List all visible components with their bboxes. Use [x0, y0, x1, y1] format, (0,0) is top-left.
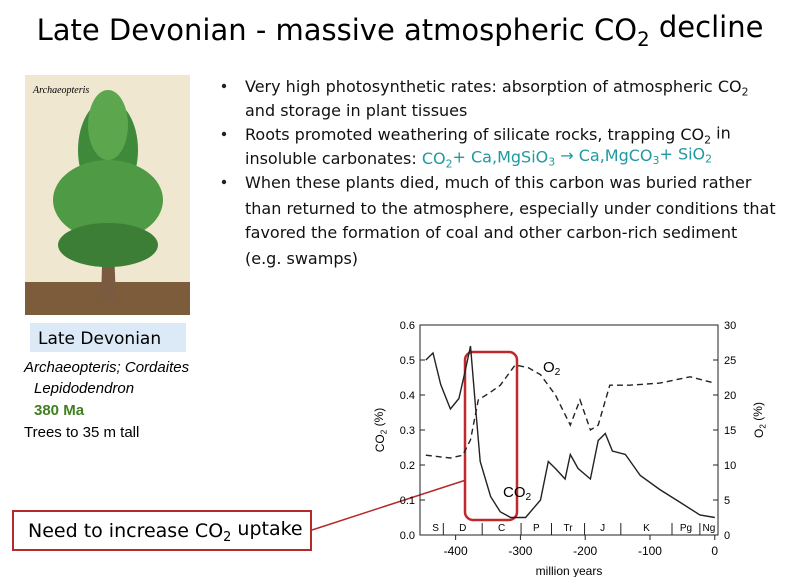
text-run: CO [422, 149, 446, 168]
x-axis-label: million years [536, 564, 603, 577]
y-tick-label: 0.5 [400, 355, 415, 367]
text-run: + Ca,MgSiO [453, 147, 549, 166]
text-run: Roots promoted weathering of silicate ro… [245, 125, 704, 144]
y2-tick-label: 0 [724, 530, 730, 542]
subscript: 2 [758, 424, 767, 429]
y2-tick-label: 15 [724, 425, 736, 437]
caption-box [30, 323, 186, 352]
taxa: Lepidodendron [34, 380, 134, 397]
y2-axis-label: O2 (%) [751, 402, 768, 438]
text-run: and storage in plant tissues [245, 101, 467, 120]
text-run: favored the formation of coal and other … [245, 223, 737, 242]
canopy [88, 90, 128, 160]
x-tick-label: 0 [711, 544, 718, 558]
bullet-text: insoluble carbonates: CO2+ Ca,MgSiO3 → C… [245, 144, 712, 170]
y2-tick-label: 10 [724, 460, 736, 472]
y-tick-label: 0.6 [400, 320, 415, 332]
taxa: Archaeopteris; Cordaites [23, 359, 190, 376]
bullet-text: than returned to the atmosphere, especia… [245, 199, 776, 218]
callout-text: Need to increase CO2 uptake [28, 518, 303, 545]
x-tick-label: -400 [444, 544, 468, 558]
data-line [425, 345, 715, 519]
canopy [53, 160, 163, 240]
subscript: 2 [223, 530, 231, 545]
subscript: 2 [742, 85, 749, 98]
x-tick-label: -100 [638, 544, 662, 558]
callout-box [12, 510, 312, 551]
text-run: than returned to the atmosphere, especia… [245, 199, 776, 218]
callout-connector [311, 479, 467, 531]
y-axis-label: CO2 (%) [372, 408, 389, 453]
curve-label: O2 [543, 359, 561, 378]
tree-illustration: Archaeopteris [25, 75, 190, 315]
subscript: 2 [705, 153, 712, 166]
bullet-dot [221, 131, 227, 137]
period-label: Ng [703, 523, 716, 534]
period-label: D [459, 523, 466, 534]
bullet-text: When these plants died, much of this car… [245, 173, 752, 192]
text-run: Late Devonian - massive atmospheric CO [37, 13, 638, 47]
subscript: 2 [379, 429, 388, 434]
height-note: Trees to 35 m tall [24, 424, 139, 441]
subscript: 3 [653, 154, 660, 167]
text-run: (e.g. swamps) [245, 249, 358, 268]
subscript: 2 [637, 28, 650, 51]
text-run: Need to increase CO [28, 520, 223, 542]
y2-tick-label: 30 [724, 320, 736, 332]
period-label: S [432, 523, 439, 534]
figure-label: Archaeopteris [32, 85, 89, 96]
subscript: 3 [548, 156, 555, 169]
subscript: 2 [526, 492, 532, 503]
bullet-dot [221, 83, 227, 89]
age: 380 Ma [34, 402, 85, 419]
curve-label: CO2 [503, 484, 532, 503]
text-run: (%) [372, 408, 386, 430]
canopy [58, 223, 158, 267]
period-label: K [643, 523, 650, 534]
text-run: CO [503, 484, 526, 501]
figure-caption: Late Devonian [38, 329, 161, 349]
y2-tick-label: 25 [724, 355, 736, 367]
subscript: 2 [555, 367, 561, 378]
period-label: C [498, 523, 505, 534]
text-run: Very high photosynthetic rates: absorpti… [245, 77, 742, 96]
text-run: CO [373, 434, 387, 452]
highlight-box [463, 350, 519, 522]
x-tick-label: -200 [573, 544, 597, 558]
slide-title: Late Devonian - massive atmospheric CO2 … [37, 10, 764, 51]
bullet-text: and storage in plant tissues [245, 101, 467, 120]
text-run: O [752, 429, 766, 438]
text-run: O [543, 359, 555, 376]
bullet-text: Very high photosynthetic rates: absorpti… [245, 77, 749, 98]
bullet-text: favored the formation of coal and other … [245, 223, 737, 242]
text-run: uptake [231, 518, 302, 540]
y-tick-label: 0.2 [400, 460, 415, 472]
bullet-text: Roots promoted weathering of silicate ro… [245, 123, 731, 146]
text-run: → Ca,MgCO [555, 146, 652, 165]
subscript: 2 [446, 157, 453, 170]
y-tick-label: 0.1 [400, 495, 415, 507]
y2-tick-label: 5 [724, 495, 730, 507]
text-run: decline [650, 10, 764, 44]
period-label: J [600, 523, 605, 534]
text-run: (%) [751, 402, 765, 424]
period-label: P [533, 523, 540, 534]
text-run: in [711, 123, 731, 142]
y-tick-label: 0.4 [400, 390, 415, 402]
bullet-dot [221, 179, 227, 185]
period-label: Tr [563, 523, 573, 534]
bullet-text: (e.g. swamps) [245, 249, 358, 268]
y-tick-label: 0.0 [400, 530, 415, 542]
x-tick-label: -300 [508, 544, 532, 558]
y2-tick-label: 20 [724, 390, 736, 402]
text-run: insoluble carbonates: [245, 149, 422, 168]
text-run: When these plants died, much of this car… [245, 173, 752, 192]
y-tick-label: 0.3 [400, 425, 415, 437]
text-run: + SiO [659, 144, 705, 163]
subscript: 2 [704, 133, 711, 146]
data-line [425, 364, 715, 459]
period-label: Pg [680, 523, 692, 534]
